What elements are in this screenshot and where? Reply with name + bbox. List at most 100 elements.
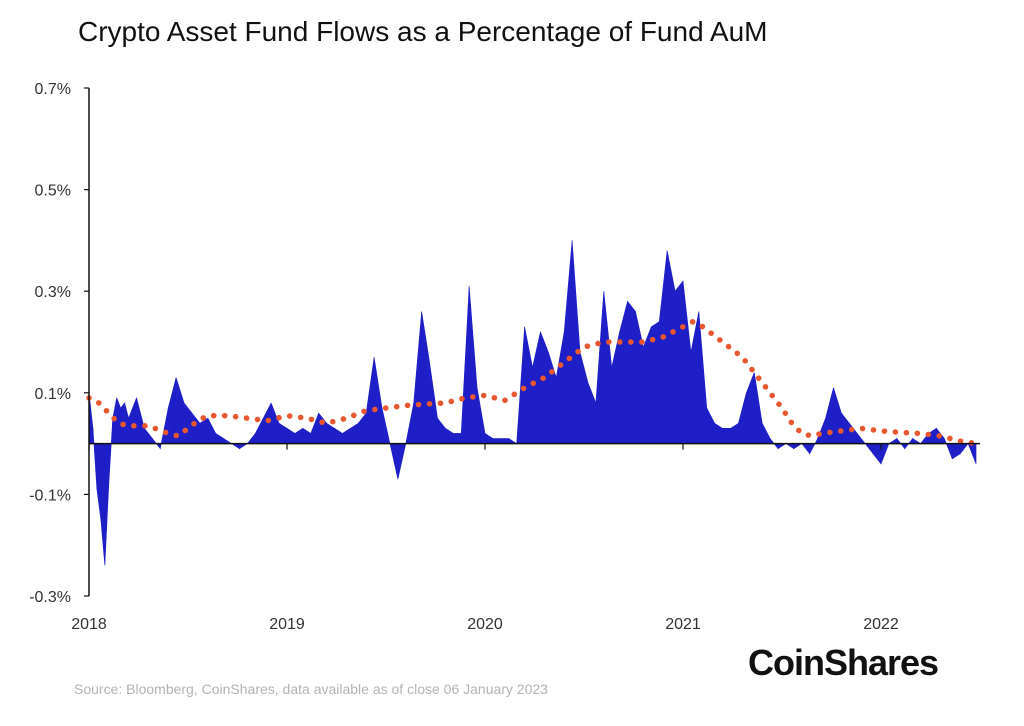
flow-area-segment [784, 443, 795, 450]
flow-area-segment [841, 412, 850, 444]
flow-area-segment [460, 286, 470, 444]
flow-area-segment [967, 443, 977, 465]
flow-area-segment [413, 311, 422, 444]
average-dot [340, 416, 347, 422]
flow-area-segment [104, 443, 110, 566]
flow-area-segment [508, 437, 518, 444]
flow-area-segment [183, 402, 193, 444]
average-dot [639, 339, 645, 345]
flow-area-segment [246, 432, 256, 444]
flow-area-segment [453, 433, 462, 444]
flow-area-segment [880, 443, 890, 465]
coinshares-logo: CoinShares [748, 642, 939, 683]
flow-area-segment [92, 428, 98, 490]
average-dot [540, 375, 546, 382]
average-dot [699, 323, 706, 330]
flow-area-segment [230, 443, 240, 450]
flow-area-segment [555, 331, 565, 444]
flow-area-segment [666, 250, 676, 444]
flow-area-segment [389, 443, 399, 480]
flow-area-segment [627, 300, 636, 444]
average-dot [120, 421, 126, 428]
average-dot [892, 429, 899, 435]
average-dot [530, 380, 537, 387]
average-dot [762, 384, 769, 390]
flow-area-segment [100, 443, 106, 566]
average-dot [200, 415, 207, 421]
y-tick-label: 0.5% [35, 183, 71, 200]
average-dot [936, 433, 943, 439]
average-dot [131, 423, 137, 429]
average-dot [670, 329, 676, 335]
average-dot [297, 414, 304, 421]
flow-area-segment [856, 432, 866, 444]
average-dot [679, 324, 686, 330]
flow-area-segment [342, 427, 351, 444]
flow-area-segment [714, 422, 723, 444]
flow-area-segment [825, 387, 834, 444]
flow-area-segment [777, 443, 787, 450]
flow-area-segment [199, 417, 209, 444]
average-dot [210, 412, 217, 419]
flow-area-segment [144, 427, 153, 444]
flow-area-segment [108, 418, 114, 485]
flow-area-segment [326, 422, 335, 444]
flow-area-segment [116, 397, 121, 444]
average-dot [816, 431, 822, 437]
flow-area-segment [658, 250, 668, 444]
average-dot [173, 432, 180, 439]
flow-area-segment [587, 382, 597, 444]
flow-area-segment [595, 291, 605, 444]
average-dot [415, 401, 422, 408]
flow-area-segment [635, 311, 644, 444]
average-dot [566, 355, 573, 362]
flow-area-segment [643, 326, 652, 444]
average-dot [734, 350, 741, 357]
average-dot [606, 339, 612, 345]
flow-area-segment [540, 331, 549, 444]
average-dot [382, 405, 389, 411]
average-dot [480, 392, 487, 399]
average-dot [286, 413, 293, 419]
average-dot [782, 410, 789, 416]
average-dot [881, 428, 888, 434]
average-dot [95, 400, 102, 406]
average-dot [575, 348, 581, 355]
average-dot [914, 430, 921, 437]
flow-area-segment [603, 291, 613, 444]
average-dot [837, 428, 844, 434]
average-dot [584, 343, 591, 350]
average-dot [191, 420, 197, 427]
average-dot [742, 358, 748, 364]
flow-area-segment [215, 432, 224, 444]
flow-area-segment [951, 443, 961, 460]
average-dot [426, 400, 433, 407]
flow-area-segment [516, 326, 525, 444]
flow-area-segment [682, 281, 692, 444]
average-dot [103, 407, 110, 414]
flow-area-segment [350, 422, 359, 444]
average-dot [361, 408, 367, 415]
flow-area-segment [833, 387, 842, 444]
flow-area-segment [674, 280, 684, 444]
flow-area-segment [223, 437, 233, 444]
average-dot [232, 413, 239, 420]
flow-area-segment [191, 412, 201, 444]
average-dot [254, 416, 261, 423]
average-dot [848, 426, 855, 433]
average-dot [708, 330, 714, 336]
average-dot [925, 431, 932, 438]
average-dot [788, 419, 795, 426]
flow-area-segment [159, 407, 169, 449]
flow-area-segment [334, 427, 343, 444]
average-dot [152, 425, 159, 432]
average-dot [142, 423, 148, 429]
average-dot [725, 343, 732, 350]
average-dot [393, 403, 400, 410]
x-tick-label: 2021 [665, 616, 701, 633]
flow-area-segment [239, 443, 249, 450]
flow-area-segment [468, 286, 478, 444]
average-dot [350, 412, 357, 419]
flow-area-segment [96, 443, 102, 520]
